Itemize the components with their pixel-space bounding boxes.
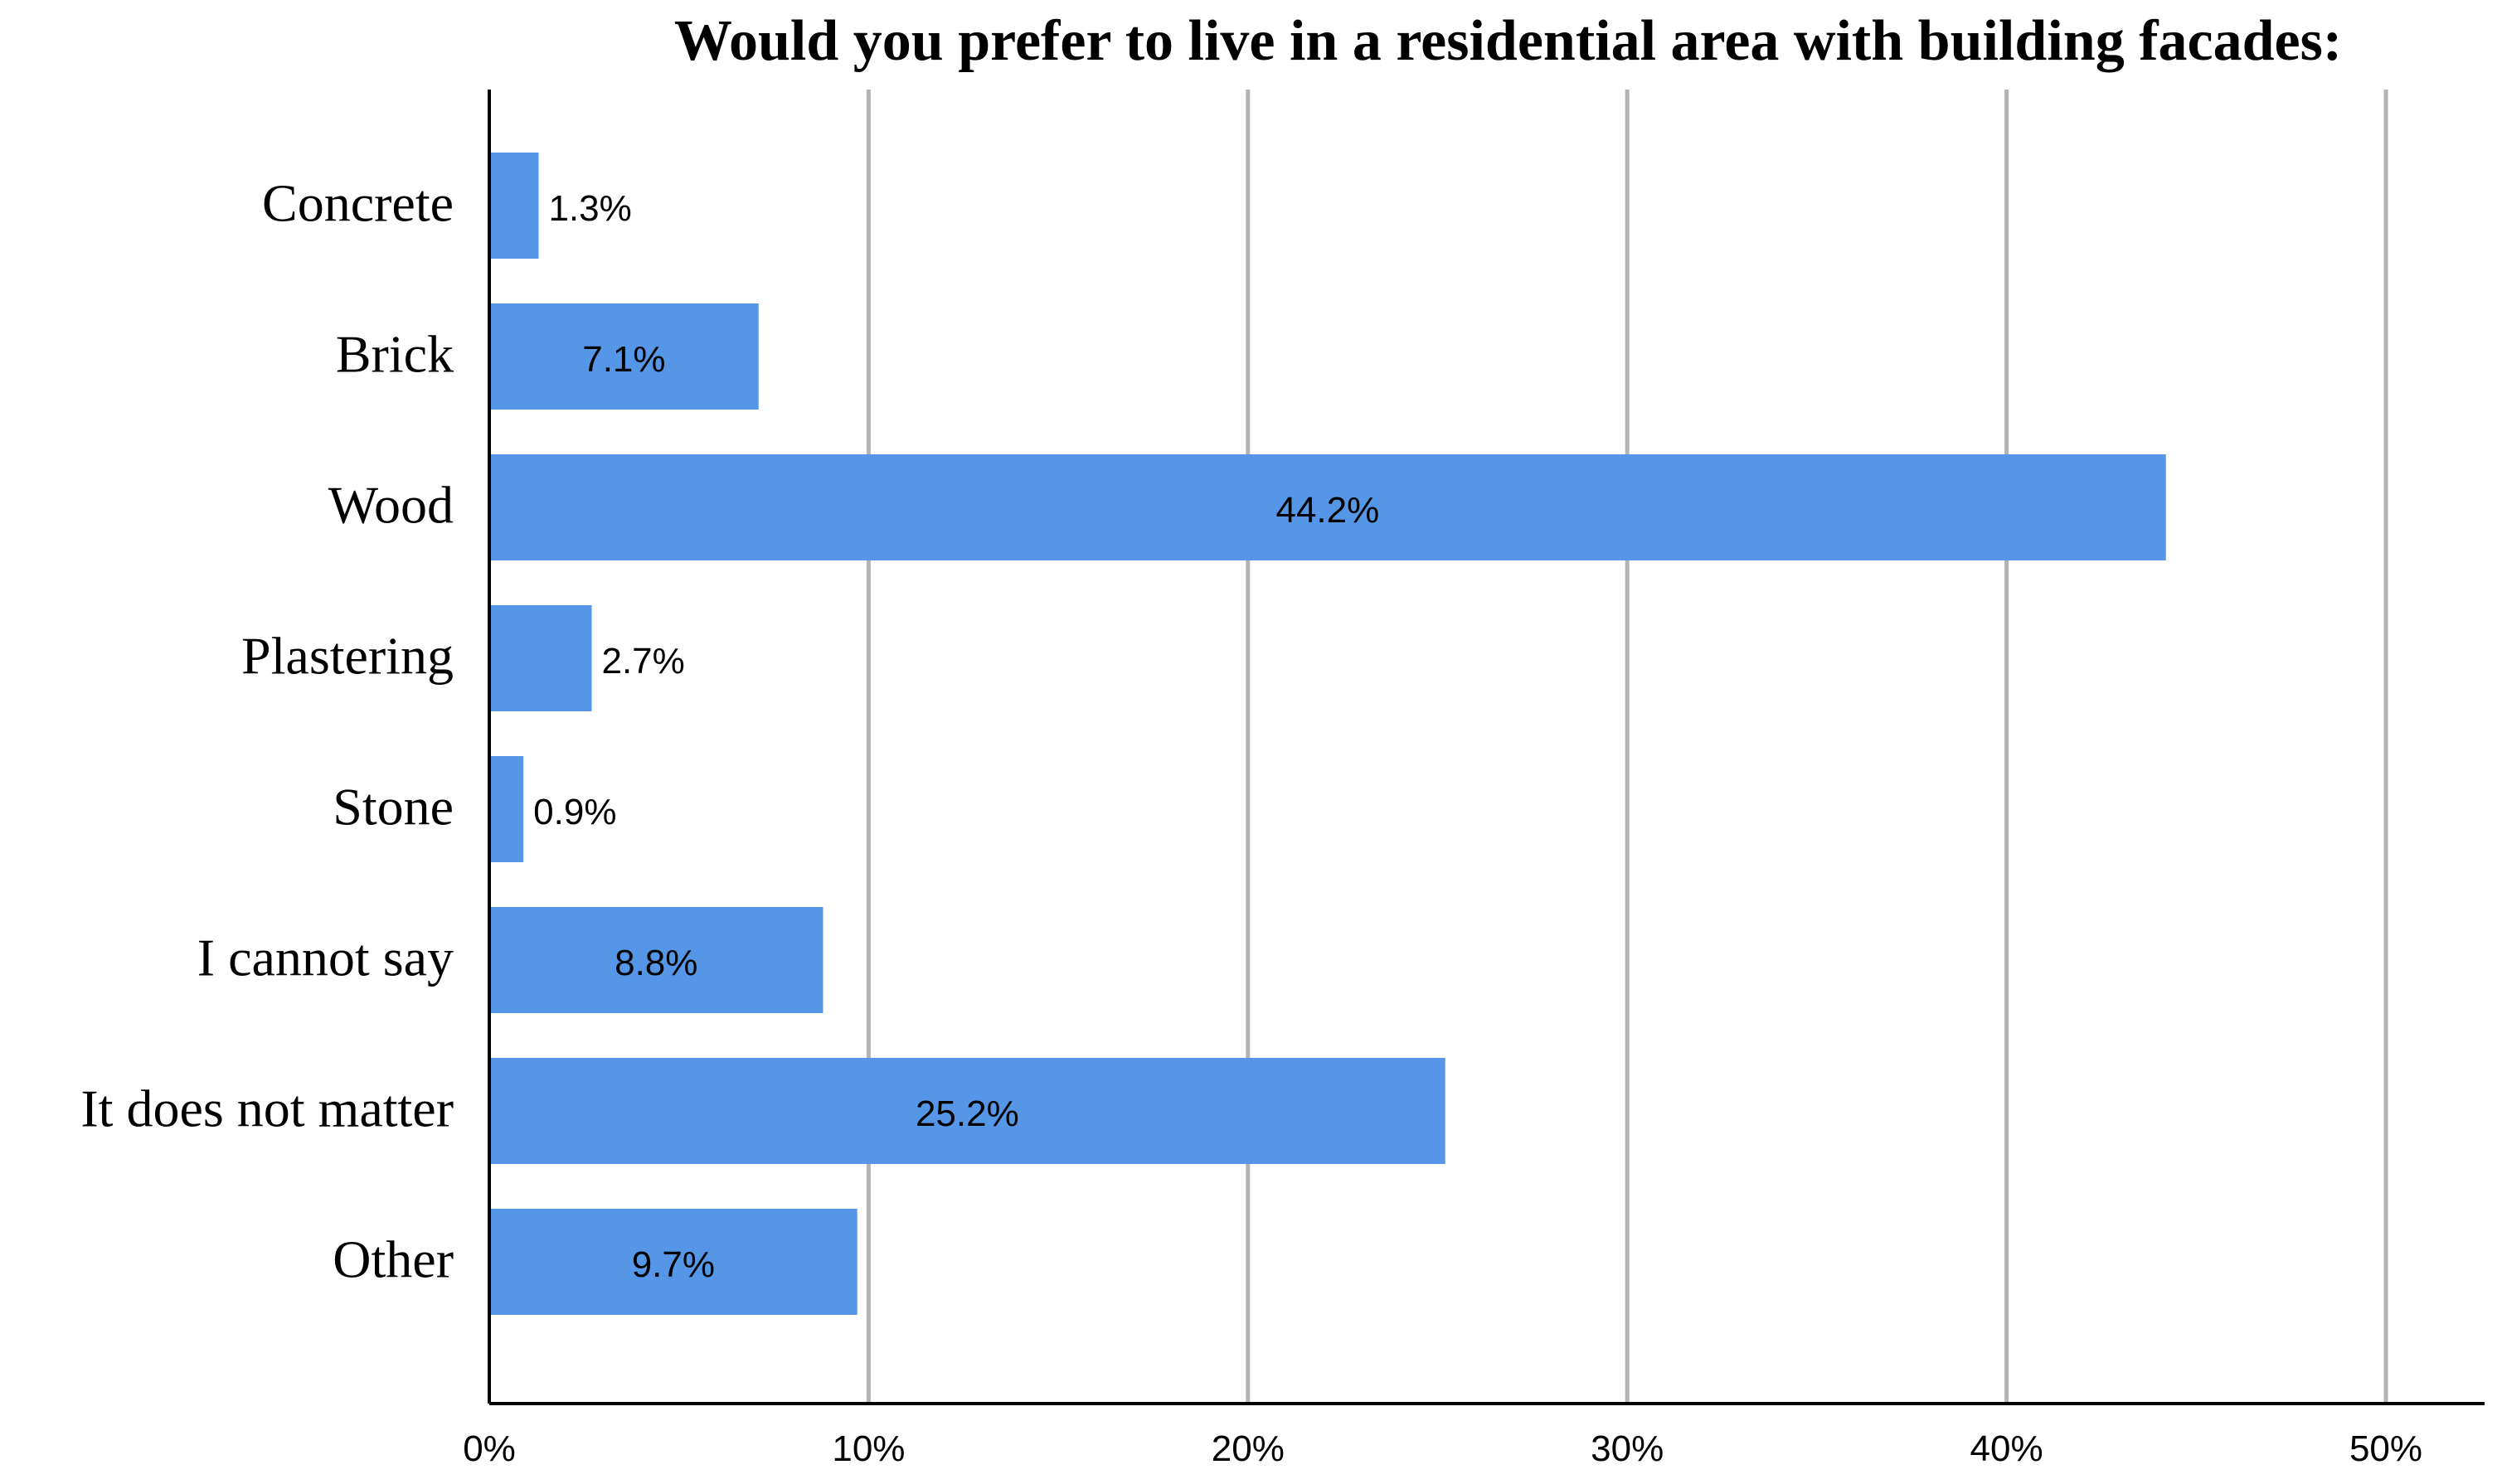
data-label: 2.7%: [601, 641, 684, 681]
x-tick-label: 10%: [832, 1428, 905, 1469]
bar: [489, 756, 524, 862]
category-label: Brick: [336, 325, 454, 384]
data-label: 0.9%: [533, 792, 616, 832]
category-label: Stone: [333, 778, 454, 837]
category-label: I cannot say: [197, 929, 454, 987]
x-tick-label: 0%: [463, 1428, 516, 1469]
x-tick-label: 20%: [1212, 1428, 1285, 1469]
data-label: 1.3%: [548, 188, 631, 229]
chart-title: Would you prefer to live in a residentia…: [673, 9, 2343, 73]
data-label: 25.2%: [916, 1094, 1019, 1134]
bar: [489, 605, 592, 711]
category-label: It does not matter: [80, 1079, 454, 1138]
data-label: 8.8%: [615, 943, 697, 983]
x-tick-label: 40%: [1970, 1428, 2043, 1469]
data-label: 7.1%: [582, 339, 665, 380]
axes: [488, 90, 2485, 1405]
gridlines: [866, 90, 2388, 1404]
category-label: Concrete: [262, 174, 454, 233]
category-label: Wood: [328, 476, 454, 535]
bar: [489, 1058, 1445, 1164]
labels: 0% 10% 20% 30% 40% 50% Concrete 1.3% Brick 7.1% Wo…: [80, 174, 2422, 1469]
bar: [489, 454, 2166, 560]
bar: [489, 907, 823, 1013]
x-tick-label: 50%: [2349, 1428, 2422, 1469]
category-label: Plastering: [241, 627, 454, 686]
category-label: Other: [333, 1230, 454, 1289]
bar: [489, 303, 759, 410]
x-tick-label: 30%: [1591, 1428, 1664, 1469]
bar: [489, 1209, 857, 1315]
data-label: 44.2%: [1275, 490, 1379, 531]
data-label: 9.7%: [632, 1244, 715, 1285]
bars: [489, 153, 2166, 1315]
bar: [489, 153, 539, 259]
